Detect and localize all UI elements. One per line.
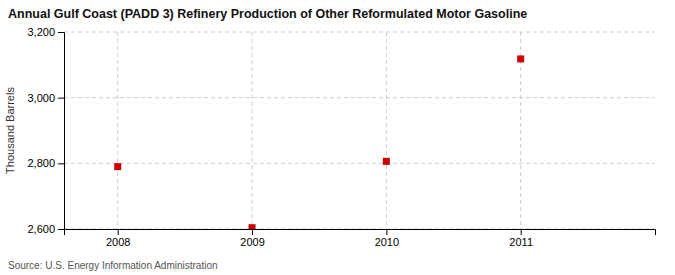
points — [114, 55, 524, 229]
y-tick: 2,800 — [27, 157, 64, 169]
y-tick-mark — [58, 98, 64, 99]
x-axis-line — [65, 230, 656, 236]
x-tick: 2008 — [106, 229, 130, 248]
grid-line — [64, 163, 655, 164]
x-tick-label: 2009 — [240, 236, 264, 248]
y-tick-mark — [58, 32, 64, 33]
grid-line — [64, 32, 655, 33]
x-tick-mark — [386, 229, 387, 235]
y-tick-label: 3,200 — [27, 26, 55, 38]
point — [114, 163, 121, 170]
y-tick: 3,000 — [27, 92, 64, 104]
x-tick-label: 2010 — [375, 236, 399, 248]
y-tick-label: 2,800 — [27, 157, 55, 169]
point — [249, 224, 256, 229]
grid-line — [252, 32, 253, 229]
plot-area: 2008 2009 2010 2011 2,600 2,800 3,000 3,200 — [27, 26, 655, 248]
source: Source: U.S. Energy Information Administ… — [8, 260, 218, 271]
y-tick-label: 3,000 — [27, 92, 55, 104]
grid-line — [117, 32, 118, 229]
grid — [64, 32, 655, 229]
y-axis-line — [58, 33, 65, 230]
x-tick: 2011 — [509, 229, 533, 248]
x-tick-mark — [521, 229, 522, 235]
y-tick-label: 2,600 — [27, 223, 55, 235]
x-tick-mark — [252, 229, 253, 235]
point — [383, 158, 390, 165]
x-tick-label: 2011 — [509, 236, 533, 248]
y-axis-title: Thousand Barrels — [4, 87, 16, 174]
y-axis: 2,600 2,800 3,000 3,200 — [27, 26, 64, 235]
x-tick-mark — [118, 229, 119, 235]
x-tick: 2010 — [375, 229, 399, 248]
x-tick: 2009 — [240, 229, 264, 248]
x-axis: 2008 2009 2010 2011 — [65, 229, 656, 248]
y-tick-mark — [58, 229, 64, 230]
chart: 2008 2009 2010 2011 2,600 2,800 3,000 3,200 Annu… — [0, 0, 675, 275]
grid-line — [386, 32, 387, 229]
y-tick-mark — [58, 163, 64, 164]
y-tick: 2,600 — [27, 223, 64, 235]
title: Annual Gulf Coast (PADD 3) Refinery Prod… — [8, 7, 527, 21]
grid-line — [64, 97, 655, 98]
y-tick: 3,200 — [27, 26, 64, 38]
x-tick-label: 2008 — [106, 236, 130, 248]
point — [517, 55, 524, 62]
